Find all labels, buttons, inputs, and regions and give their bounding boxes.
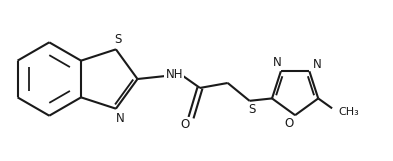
Text: NH: NH xyxy=(165,68,183,80)
Text: CH₃: CH₃ xyxy=(338,107,359,117)
Text: N: N xyxy=(313,58,322,71)
Text: N: N xyxy=(116,112,124,125)
Text: N: N xyxy=(272,56,281,69)
Text: O: O xyxy=(285,117,294,130)
Text: S: S xyxy=(114,33,121,46)
Text: O: O xyxy=(180,118,190,131)
Text: S: S xyxy=(248,103,255,116)
